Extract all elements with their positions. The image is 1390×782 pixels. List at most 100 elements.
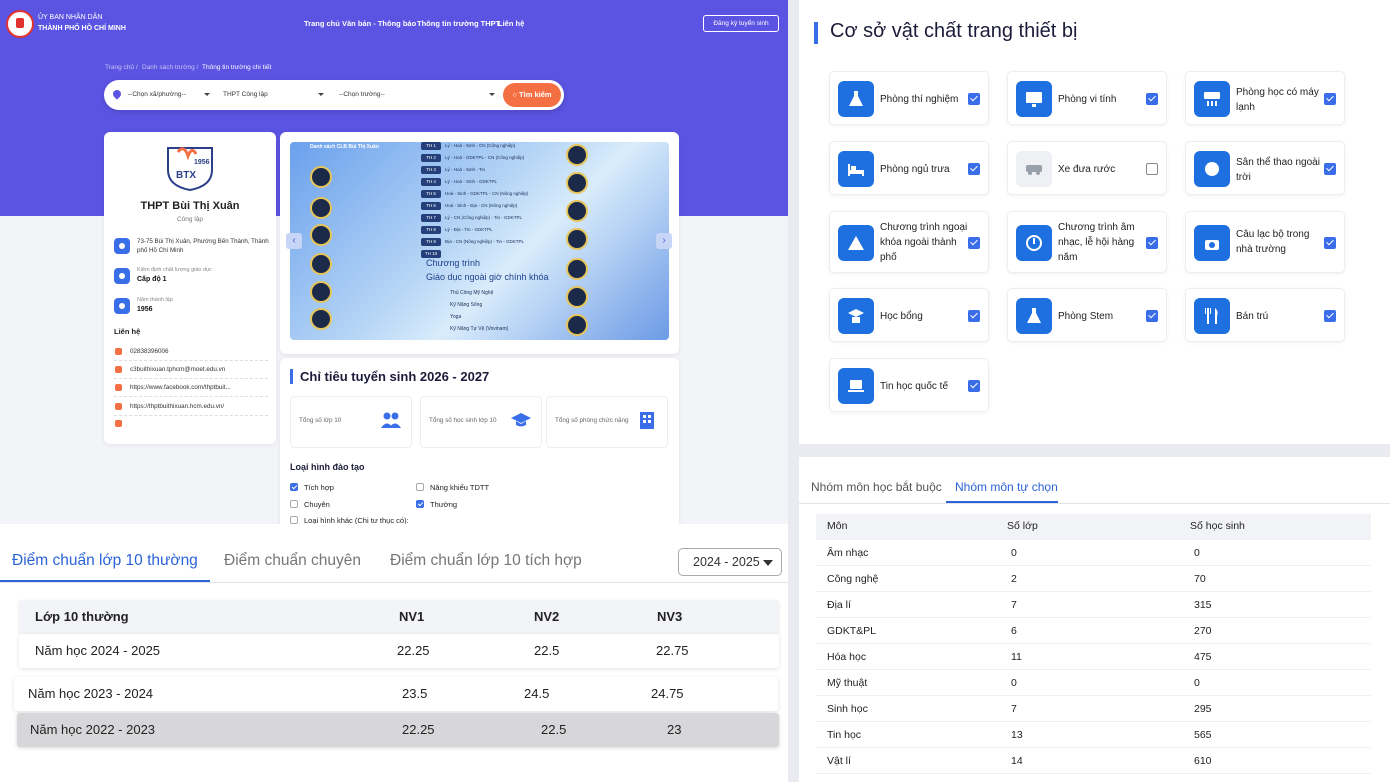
facility-checkbox[interactable] — [968, 380, 980, 392]
contact-email[interactable]: c3buithixuan.tphcm@moet.edu.vn — [130, 366, 226, 373]
training-option: Loại hình khác (Chi tư thục có): — [304, 516, 409, 524]
facility-checkbox[interactable] — [1146, 237, 1158, 249]
training-option: Chuyên — [304, 500, 330, 509]
subject-name: Vật lí — [827, 755, 851, 767]
divider — [114, 360, 268, 361]
column-header: NV2 — [534, 609, 560, 624]
chevron-down-icon[interactable] — [204, 93, 210, 96]
breadcrumb-current: Thông tin trường chi tiết — [202, 64, 272, 71]
nav-documents[interactable]: Văn bản - Thông báo — [342, 19, 417, 28]
facility-checkbox[interactable] — [1324, 93, 1336, 105]
training-option: Thường — [430, 500, 458, 509]
address-icon — [114, 238, 130, 254]
facility-label: Sân thể thao ngoài trời — [1236, 157, 1320, 183]
contact-phone[interactable]: 02838396006 — [130, 348, 169, 355]
monitor-icon — [1016, 81, 1052, 117]
club-logo-icon — [310, 253, 332, 275]
nav-contact[interactable]: Liên hệ — [498, 19, 525, 28]
facility-lab: Phòng thí nghiệm — [829, 71, 989, 125]
column-header: Số học sinh — [1190, 520, 1245, 532]
tab-required-subjects[interactable]: Nhóm môn học bắt buộc — [811, 480, 942, 494]
section-accent — [290, 369, 293, 384]
training-checkbox[interactable] — [290, 500, 298, 508]
facility-label: Xe đưa rước — [1058, 164, 1116, 175]
nav-home[interactable]: Trang chủ — [304, 19, 340, 28]
program-item: Thủ Công Mỹ Nghệ — [450, 290, 494, 296]
facility-label: Phòng Stem — [1058, 311, 1114, 322]
facility-checkbox[interactable] — [968, 163, 980, 175]
column-header: Số lớp — [1007, 520, 1038, 532]
chevron-down-icon[interactable] — [489, 93, 495, 96]
register-button[interactable]: Đăng ký tuyển sinh — [703, 15, 779, 32]
section-accent — [814, 22, 818, 44]
training-checkbox[interactable] — [290, 483, 298, 491]
facility-checkbox[interactable] — [968, 237, 980, 249]
city-logo-icon[interactable] — [6, 10, 34, 38]
th-tag: TH 7 — [421, 214, 441, 222]
school-crest-icon: 1956 BTX — [167, 147, 213, 192]
year-select-value: 2024 - 2025 — [693, 555, 760, 569]
table-row: Vật lí 14 610 — [816, 748, 1371, 774]
tab-specialized-scores[interactable]: Điểm chuẩn chuyên — [224, 552, 361, 569]
divider — [114, 415, 268, 416]
th-text: Lý - Hoá - GDKTPL - CN (Công nghiệp) — [445, 155, 525, 160]
facility-checkbox[interactable] — [968, 93, 980, 105]
calendar-icon — [114, 298, 130, 314]
tab-integrated-scores[interactable]: Điểm chuẩn lớp 10 tích hợp — [390, 552, 582, 569]
nav-school-info[interactable]: Thông tin trường THPT — [417, 19, 501, 28]
search-button[interactable]: ○ Tìm kiếm — [503, 83, 561, 107]
club-logo-icon — [310, 224, 332, 246]
facility-checkbox[interactable] — [968, 310, 980, 322]
club-logo-icon — [310, 308, 332, 330]
ward-select[interactable]: --Chọn xã/phường-- — [128, 91, 186, 98]
school-select[interactable]: --Chọn trường-- — [339, 91, 385, 98]
facility-checkbox[interactable] — [1324, 237, 1336, 249]
facility-checkbox[interactable] — [1146, 310, 1158, 322]
subject-classes: 7 — [1011, 599, 1017, 611]
subject-students: 315 — [1194, 599, 1212, 611]
column-header: NV3 — [657, 609, 683, 624]
tabs-divider — [0, 582, 788, 583]
cutlery-icon — [1194, 298, 1230, 334]
search-button-label: Tìm kiếm — [519, 90, 552, 99]
row-year: Năm học 2024 - 2025 — [35, 643, 161, 658]
carousel-prev-button[interactable]: ‹ — [286, 233, 302, 249]
training-checkbox[interactable] — [416, 500, 424, 508]
facility-label: Bán trú — [1236, 311, 1269, 322]
subject-classes: 14 — [1011, 755, 1023, 767]
quota-title: Chỉ tiêu tuyển sinh 2026 - 2027 — [300, 369, 490, 384]
th-tag: TH 5 — [421, 190, 441, 198]
school-type-select[interactable]: THPT Công lập — [223, 91, 268, 98]
carousel-next-button[interactable]: › — [656, 233, 672, 249]
banner-header: Danh sách CLB Bùi Thị Xuân — [310, 144, 379, 150]
th-text: Lý - Địa - Tin - GDKTPL — [445, 227, 493, 232]
row-nv2: 22.5 — [534, 643, 560, 658]
facility-checkbox[interactable] — [1324, 163, 1336, 175]
facility-label: Tin học quốc tế — [880, 381, 949, 392]
phone-icon — [115, 348, 122, 355]
training-checkbox[interactable] — [416, 483, 424, 491]
facility-checkbox[interactable] — [1146, 93, 1158, 105]
breadcrumb-home[interactable]: Trang chủ / — [105, 64, 138, 71]
year-select[interactable]: 2024 - 2025 — [678, 548, 782, 576]
contact-facebook[interactable]: https://www.facebook.com/thptbuit... — [130, 384, 231, 391]
facility-checkbox[interactable] — [1146, 163, 1158, 175]
contact-website[interactable]: https://thptbuithixuan.hcm.edu.vn/ — [130, 403, 225, 410]
tab-elective-subjects[interactable]: Nhóm môn tự chọn — [955, 480, 1058, 494]
subject-classes: 13 — [1011, 729, 1023, 741]
active-tab-indicator — [0, 580, 210, 582]
facility-checkbox[interactable] — [1324, 310, 1336, 322]
row-nv3: 22.75 — [656, 643, 689, 658]
table-row: Địa lí 7 315 — [816, 592, 1371, 618]
row-nv1: 23.5 — [402, 686, 428, 701]
tab-regular-scores[interactable]: Điểm chuẩn lớp 10 thường — [12, 552, 198, 569]
club-logo-icon — [566, 172, 588, 194]
club-logo-icon — [566, 144, 588, 166]
stat-card-rooms: Tổng số phòng chức năng — [546, 396, 668, 448]
row-year: Năm học 2022 - 2023 — [30, 722, 156, 737]
training-checkbox[interactable] — [290, 516, 298, 524]
column-header: Môn — [827, 520, 848, 532]
facility-outdoor-sports: Sân thể thao ngoài trời — [1185, 141, 1345, 195]
breadcrumb-list[interactable]: Danh sách trường / — [142, 64, 199, 71]
chevron-down-icon[interactable] — [318, 93, 324, 96]
